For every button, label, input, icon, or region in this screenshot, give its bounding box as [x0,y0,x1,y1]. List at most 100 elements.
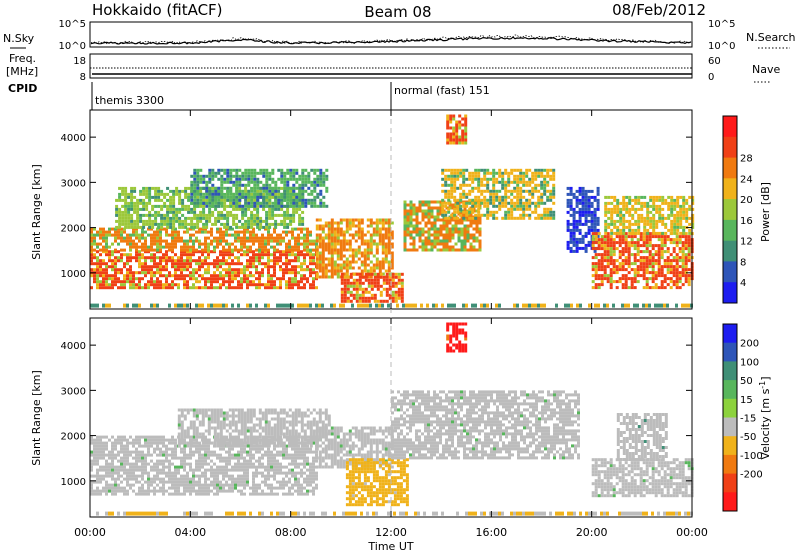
power-echo-cell [442,248,446,252]
power-echo-cell [148,210,152,214]
power-echo-cell [247,222,251,226]
power-echo-cell [217,213,221,217]
power-echo-cell [636,238,640,242]
power-echo-cell [108,227,111,231]
power-echo-cell [447,198,451,202]
power-echo-cell [687,277,691,281]
power-echo-cell [229,177,233,181]
power-echo-cell [291,268,294,272]
power-echo-cell [489,198,493,202]
power-echo-cell [486,204,490,208]
power-echo-cell [160,204,164,208]
velocity-echo-cell [120,489,123,493]
power-echo-cell [543,192,547,196]
power-echo-cell [256,195,260,199]
power-echo-cell [566,186,570,190]
power-echo-cell [466,239,470,243]
power-echo-cell [450,192,454,196]
power-echo-cell [384,242,388,246]
power-echo-cell [433,236,437,240]
power-echo-cell [446,123,450,127]
power-echo-cell [651,253,655,257]
power-colorbar-tick: 16 [740,216,753,227]
power-echo-cell [672,259,676,263]
power-echo-cell [358,299,362,303]
power-echo-cell [235,207,239,211]
power-echo-cell [609,259,613,263]
power-echo-cell [144,271,147,275]
velocity-echo-cell [135,462,138,466]
power-echo-cell [156,256,159,260]
power-echo-cell [169,201,173,205]
power-echo-cell [192,242,195,246]
power-echo-cell [259,216,263,220]
power-echo-cell [412,209,416,213]
power-echo-cell [546,180,550,184]
power-echo-cell [277,195,281,199]
power-echo-cell [612,268,616,272]
power-echo-cell [594,277,598,281]
power-echo-cell [474,204,478,208]
power-echo-cell [90,227,93,231]
power-echo-cell [406,227,410,231]
power-echo-cell [664,225,668,229]
power-echo-cell [603,235,607,239]
power-echo-cell [304,183,308,187]
power-echo-cell [325,189,329,193]
power-echo-cell [169,225,173,229]
power-echo-cell [663,286,667,290]
power-echo-cell [456,204,460,208]
power-echo-cell [148,213,152,217]
power-echo-cell [142,222,146,226]
power-echo-cell [468,201,472,205]
power-echo-cell [627,277,631,281]
power-ytick-label: 1000 [61,269,86,280]
velocity-echo-cell [126,450,129,454]
velocity-echo-cell [96,456,99,460]
power-echo-cell [277,204,281,208]
power-echo-cell [159,250,162,254]
power-echo-cell [165,259,168,263]
power-echo-cell [654,259,658,263]
power-echo-cell [634,201,638,205]
power-echo-cell [637,201,641,205]
power-echo-cell [171,265,174,269]
power-echo-cell [501,180,505,184]
power-echo-cell [268,210,272,214]
velocity-echo-cell [105,459,108,463]
power-echo-cell [220,168,224,172]
power-echo-cell [157,189,161,193]
power-echo-cell [309,259,312,263]
power-echo-cell [682,204,686,208]
power-echo-cell [390,242,394,246]
power-echo-cell [165,245,168,249]
power-echo-cell [232,168,236,172]
power-echo-cell [217,195,221,199]
power-echo-cell [390,257,394,261]
power-echo-cell [606,265,610,269]
power-echo-cell [213,271,216,275]
power-echo-cell [199,195,203,199]
power-echo-cell [673,207,677,211]
power-echo-cell [345,266,349,270]
power-echo-cell [187,192,191,196]
power-echo-cell [349,299,353,303]
power-echo-cell [687,259,691,263]
power-echo-cell [229,204,233,208]
power-echo-cell [99,265,102,269]
power-echo-cell [381,251,385,255]
power-echo-cell [594,262,598,266]
power-echo-cell [187,222,191,226]
power-echo-cell [427,248,431,252]
power-echo-cell [174,245,177,249]
power-echo-cell [118,225,122,229]
power-echo-cell [378,263,382,267]
velocity-echo-cell [90,474,93,478]
power-echo-cell [651,277,655,281]
power-echo-cell [141,230,144,234]
power-echo-cell [382,278,386,282]
power-echo-cell [546,195,550,199]
power-echo-cell [297,259,300,263]
power-echo-cell [597,238,601,242]
nsky-label: N.Sky [3,32,35,45]
